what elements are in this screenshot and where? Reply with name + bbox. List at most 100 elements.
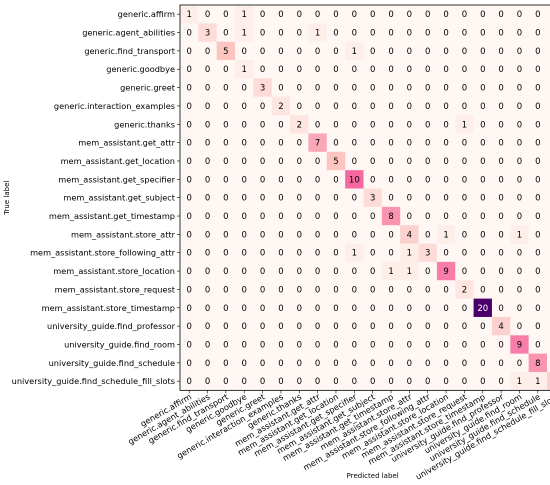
- heatmap-cell: [290, 372, 309, 391]
- heatmap-cell: [455, 5, 474, 24]
- heatmap-cell: [491, 41, 511, 61]
- heatmap-cell: [308, 335, 328, 354]
- cell-value-label: 10: [349, 175, 360, 185]
- heatmap-cell: [253, 23, 273, 42]
- heatmap-cell: [290, 5, 309, 24]
- cell-value-label: 0: [370, 340, 375, 350]
- cell-value-label: 0: [297, 212, 302, 222]
- heatmap-cell: [510, 188, 529, 208]
- heatmap-cell: [345, 188, 364, 208]
- heatmap-cell: [290, 115, 309, 134]
- heatmap-cell: [455, 225, 474, 244]
- heatmap-cell: [455, 78, 474, 98]
- heatmap-cell: [345, 170, 364, 189]
- cell-value-label: 0: [186, 212, 191, 222]
- cell-value-label: 0: [333, 47, 338, 57]
- heatmap-cell: [547, 96, 550, 116]
- cell-value-label: 0: [223, 29, 228, 39]
- heatmap-cell: [326, 261, 346, 281]
- cell-value-label: 0: [480, 84, 485, 94]
- cell-value-label: 1: [242, 29, 247, 39]
- heatmap-cell: [381, 78, 401, 98]
- heatmap-cell: [436, 372, 456, 391]
- heatmap-cell: [455, 41, 474, 61]
- heatmap-cell: [216, 170, 236, 189]
- cell-value-label: 0: [223, 285, 228, 295]
- cell-value-label: 0: [407, 359, 412, 369]
- cell-value-label: 0: [352, 340, 357, 350]
- y-tick-label: generic.affirm: [118, 9, 175, 19]
- cell-value-label: 0: [462, 194, 467, 204]
- heatmap-cell: [235, 335, 254, 354]
- cell-value-label: 0: [278, 84, 283, 94]
- heatmap-cell: [345, 78, 364, 98]
- heatmap-cell: [271, 115, 291, 134]
- heatmap-cell: [436, 78, 456, 98]
- cell-value-label: 0: [517, 212, 522, 222]
- cell-value-label: 0: [462, 304, 467, 314]
- cell-value-label: 0: [297, 47, 302, 57]
- cell-value-label: 0: [480, 377, 485, 387]
- heatmap-cell: [216, 60, 236, 79]
- heatmap-cell: [547, 225, 550, 244]
- cell-value-label: 1: [242, 10, 247, 20]
- cell-value-label: 0: [462, 212, 467, 222]
- cell-value-label: 0: [462, 340, 467, 350]
- cell-value-label: 0: [498, 157, 503, 167]
- heatmap-cell: [547, 298, 550, 318]
- cell-value-label: 0: [425, 84, 430, 94]
- heatmap-cell: [253, 206, 273, 226]
- cell-value-label: 0: [205, 84, 210, 94]
- heatmap-cell: [216, 298, 236, 318]
- heatmap-cell: [345, 353, 364, 373]
- heatmap-cell: [180, 188, 199, 208]
- cell-value-label: 0: [370, 377, 375, 387]
- cell-value-label: 0: [425, 212, 430, 222]
- heatmap-cell: [455, 316, 474, 336]
- cell-value-label: 0: [425, 267, 430, 277]
- cell-value-label: 0: [425, 139, 430, 149]
- cell-value-label: 0: [223, 120, 228, 130]
- heatmap-cell: [326, 133, 346, 153]
- cell-value-label: 0: [388, 139, 393, 149]
- heatmap-cell: [198, 60, 217, 79]
- cell-value-label: 2: [297, 120, 302, 130]
- heatmap-cell: [235, 96, 254, 116]
- cell-value-label: 3: [425, 249, 430, 259]
- cell-value-label: 0: [352, 29, 357, 39]
- cell-value-label: 0: [425, 230, 430, 240]
- cell-value-label: 0: [333, 249, 338, 259]
- heatmap-cell: [253, 115, 273, 134]
- cell-value-label: 0: [352, 359, 357, 369]
- heatmap-cell: [345, 60, 364, 79]
- y-tick-label: generic.interaction_examples: [54, 101, 175, 111]
- cell-value-label: 0: [333, 102, 338, 112]
- heatmap-cell: [216, 280, 236, 299]
- x-axis-label: Predicted label: [347, 472, 399, 480]
- cell-value-label: 0: [407, 304, 412, 314]
- heatmap-cell: [180, 261, 199, 281]
- cell-value-label: 0: [333, 194, 338, 204]
- cell-value-label: 0: [388, 377, 393, 387]
- heatmap-cell: [308, 280, 328, 299]
- heatmap-cell: [473, 353, 493, 373]
- heatmap-cell: [345, 280, 364, 299]
- heatmap-cell: [381, 115, 401, 134]
- cell-value-label: 0: [242, 120, 247, 130]
- cell-value-label: 0: [260, 29, 265, 39]
- cell-value-label: 0: [223, 230, 228, 240]
- heatmap-cell: [547, 151, 550, 171]
- cell-value-label: 0: [498, 249, 503, 259]
- cell-value-label: 0: [443, 322, 448, 332]
- cell-value-label: 0: [443, 359, 448, 369]
- heatmap-cell: [271, 298, 291, 318]
- heatmap-cell: [198, 96, 217, 116]
- cell-value-label: 0: [480, 65, 485, 75]
- heatmap-cell: [345, 115, 364, 134]
- cell-value-label: 0: [535, 322, 540, 332]
- heatmap-cell: [290, 23, 309, 42]
- heatmap-cell: [198, 280, 217, 299]
- heatmap-cell: [400, 298, 419, 318]
- cell-value-label: 0: [462, 139, 467, 149]
